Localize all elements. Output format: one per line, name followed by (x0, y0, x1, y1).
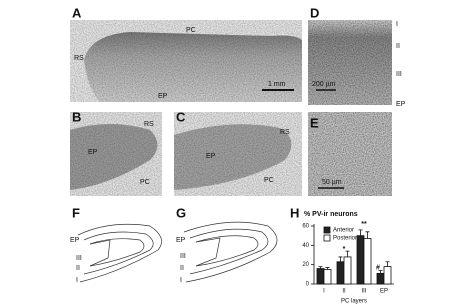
error-bar (358, 229, 363, 236)
legend-swatch (323, 226, 331, 234)
x-tick-label: EP (380, 289, 388, 295)
panel-label: EP (158, 93, 168, 100)
x-tick-label: III (361, 289, 366, 295)
chart-title: % PV-ir neurons (304, 211, 358, 218)
bar (383, 266, 392, 285)
bar (356, 235, 365, 285)
panel-letter: A (72, 5, 82, 20)
panel-label: EP (70, 237, 80, 244)
panel-label: I (180, 277, 182, 284)
panel-label: II (396, 43, 400, 50)
panel-letter: D (310, 5, 319, 20)
panel-label: III (76, 255, 82, 262)
error-bar (385, 261, 390, 267)
y-tick-label: 20 (302, 262, 309, 268)
panel-label: PC (140, 179, 150, 186)
panel-label: EP (206, 153, 216, 160)
panel-label: I (396, 21, 398, 28)
x-tick-label: II (342, 289, 346, 295)
panel-label: II (180, 265, 184, 272)
y-tick-label: 60 (302, 224, 309, 230)
error-bar (378, 270, 383, 274)
bar (323, 269, 332, 285)
bar (363, 238, 372, 285)
panel-b-grain (70, 112, 162, 196)
panel-g-drawing (183, 221, 278, 283)
panel-letter: F (72, 205, 80, 220)
panel-letter: G (176, 205, 186, 220)
panel-letter: C (176, 109, 186, 124)
panel-label: EP (88, 149, 98, 156)
panel-label: PC (264, 177, 274, 184)
bar (316, 268, 325, 285)
legend-label: Posterior (333, 236, 357, 242)
bar (336, 261, 345, 285)
legend-label: Anterior (333, 228, 354, 234)
panel-letter: B (72, 109, 81, 124)
error-bar (365, 231, 370, 239)
panel-letter: E (310, 115, 319, 130)
panel-e-grain (308, 112, 392, 196)
panel-label: III (180, 253, 186, 260)
x-axis-label: PC layers (341, 299, 367, 305)
bar (376, 272, 385, 285)
annotation: * (343, 246, 346, 253)
error-bar (325, 267, 330, 270)
error-bar (345, 250, 350, 257)
x-tick-label: I (323, 289, 325, 295)
panel-label: II (76, 265, 80, 272)
panel-label: RS (144, 121, 154, 128)
panel-label: RS (74, 55, 84, 62)
legend-swatch (323, 234, 331, 242)
panel-a-grain (70, 20, 302, 102)
panel-label: 50 µm (322, 179, 342, 186)
panel-label: RS (280, 129, 290, 136)
panel-label: 1 mm (268, 81, 286, 88)
panel-label: EP (396, 101, 406, 108)
panel-label: I (76, 277, 78, 284)
panel-letter: H (290, 205, 299, 220)
panel-f-drawing (77, 223, 162, 283)
y-tick-label: 0 (306, 282, 310, 288)
error-bar (318, 266, 323, 269)
bar (343, 256, 352, 285)
panel-label: III (396, 71, 402, 78)
panel-label: EP (176, 237, 186, 244)
panel-d-grain (308, 20, 392, 105)
annotation: # (376, 264, 380, 271)
annotation: ** (361, 221, 367, 228)
panel-label: 200 µm (312, 81, 336, 88)
error-bar (338, 256, 343, 262)
y-tick-label: 40 (302, 243, 309, 249)
panel-label: PC (186, 27, 196, 34)
panel-c-grain (174, 112, 302, 196)
